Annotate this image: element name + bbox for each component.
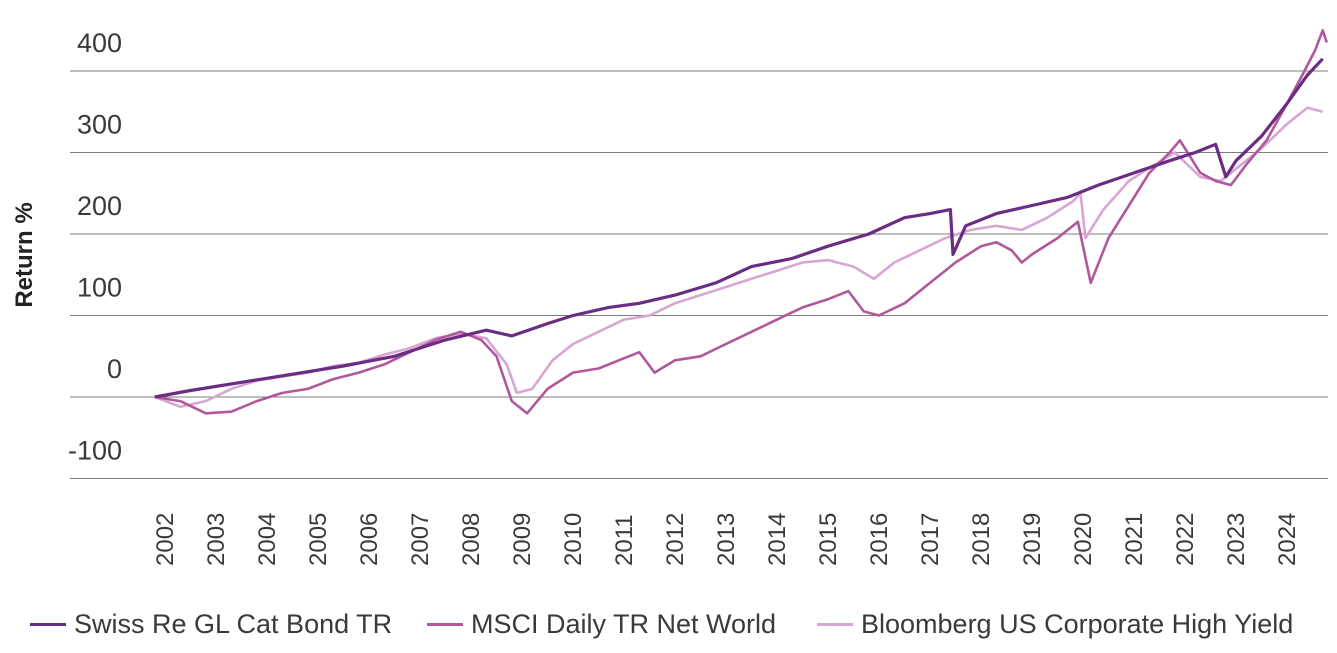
x-tick-label: 2020	[1070, 513, 1097, 566]
series-line-2	[154, 106, 1324, 409]
legend: Swiss Re GL Cat Bond TR MSCI Daily TR Ne…	[30, 606, 1330, 646]
x-tick-label: 2015	[815, 513, 842, 566]
x-tick-label: 2007	[407, 513, 434, 566]
legend-item-cat-bond: Swiss Re GL Cat Bond TR	[30, 606, 392, 642]
x-tick-label: 2022	[1172, 513, 1199, 566]
legend-swatch	[427, 622, 463, 626]
legend-label: Swiss Re GL Cat Bond TR	[74, 608, 393, 639]
x-tick-label: 2009	[509, 513, 536, 566]
x-tick-label: 2002	[152, 513, 179, 566]
gridlines	[70, 70, 1328, 479]
y-tick-label: 200	[77, 191, 122, 221]
x-axis-ticks: 2002 2003 2004 2005 2006 2007 2008 2009 2010 2011…	[152, 513, 1301, 566]
y-axis-label: Return %	[11, 202, 38, 307]
x-tick-label: 2016	[866, 513, 893, 566]
x-tick-label: 2013	[713, 513, 740, 566]
legend-label: Bloomberg US Corporate High Yield	[861, 608, 1294, 639]
x-tick-label: 2004	[254, 513, 281, 566]
x-tick-label: 2012	[662, 513, 689, 566]
x-tick-label: 2017	[917, 513, 944, 566]
y-tick-label: 100	[77, 273, 122, 303]
series-line-1	[154, 29, 1329, 415]
legend-item-high-yield: Bloomberg US Corporate High Yield	[817, 606, 1293, 642]
y-tick-label: 300	[77, 110, 122, 140]
x-tick-label: 2018	[968, 513, 995, 566]
x-tick-label: 2010	[560, 513, 587, 566]
x-tick-label: 2011	[611, 514, 638, 566]
y-axis-ticks: 400 300 200 100 0 -100	[68, 28, 122, 466]
x-tick-label: 2021	[1121, 513, 1148, 566]
legend-item-msci-world: MSCI Daily TR Net World	[427, 606, 776, 642]
x-tick-label: 2019	[1019, 513, 1046, 566]
x-tick-label: 2014	[764, 513, 791, 566]
series-lines	[154, 29, 1329, 415]
x-tick-label: 2006	[356, 513, 383, 566]
series-line-0	[154, 57, 1324, 399]
legend-swatch	[817, 622, 853, 626]
y-tick-label: 400	[77, 28, 122, 58]
x-tick-label: 2005	[305, 513, 332, 566]
y-tick-label: 0	[107, 354, 122, 384]
y-tick-label: -100	[68, 436, 122, 466]
x-tick-label: 2023	[1223, 513, 1250, 566]
x-tick-label: 2003	[203, 513, 230, 566]
legend-swatch	[30, 622, 66, 626]
legend-label: MSCI Daily TR Net World	[471, 608, 777, 639]
x-tick-label: 2008	[458, 513, 485, 566]
x-tick-label: 2024	[1274, 513, 1301, 566]
